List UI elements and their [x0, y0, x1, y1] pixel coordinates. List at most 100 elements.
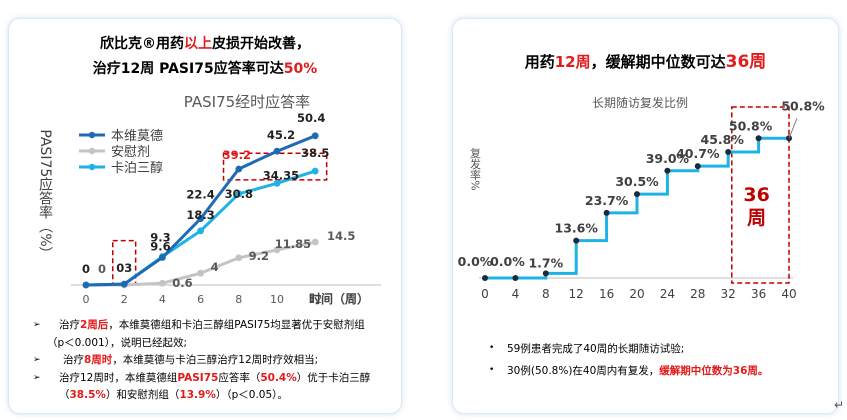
legend-label-1: 安慰剂 — [111, 145, 150, 160]
data-point — [482, 275, 488, 281]
x-axis-label: 时间（周） — [309, 291, 369, 306]
right-title-part1: 用药 — [524, 53, 555, 71]
right-note-1: 59例患者完成了40周的长期随访试验; — [507, 341, 684, 356]
data-label: 11.85 — [275, 237, 311, 251]
highlight-text: 周 — [747, 207, 766, 229]
data-point — [311, 132, 319, 140]
legend-marker — [88, 163, 96, 171]
leader-line — [788, 118, 798, 139]
left-title-part3: 治疗12周 PASI75应答率可达 — [92, 61, 284, 77]
left-title-highlight2: 50% — [283, 61, 318, 77]
legend-label-0: 本维莫德 — [111, 129, 163, 144]
data-point — [664, 167, 671, 174]
note-highlight: 13.9% — [179, 389, 216, 401]
left-note-3-cont: （38.5%）和安慰剂组（13.9%）（p＜0.05）。 — [33, 387, 370, 405]
right-title-part2: ，缓解期中位数可达 — [590, 53, 726, 71]
legend-label-2: 卡泊三醇 — [111, 160, 163, 176]
left-title-part1: 欣比克®用药 — [100, 36, 184, 52]
note-highlight: 8周时 — [84, 354, 113, 366]
note-text: 应答率（ — [218, 371, 261, 384]
x-tick-label: 0 — [481, 287, 489, 301]
bullet-arrow-icon: ➢ — [33, 355, 41, 365]
data-label: 9.2 — [249, 249, 269, 263]
data-label: 40.7% — [676, 146, 720, 161]
data-label: 18.3 — [186, 208, 214, 222]
x-tick-label: 32 — [721, 287, 736, 301]
legend-marker — [88, 147, 96, 155]
note-text: 治疗 — [63, 354, 84, 366]
left-title-part2: 皮损开始改善， — [212, 36, 310, 52]
data-point — [311, 167, 319, 175]
note-highlight: 50.4% — [260, 371, 297, 384]
right-title: 用药12周，缓解期中位数可达36周 — [453, 47, 838, 72]
legend-marker — [88, 131, 96, 139]
chart-title: 长期随访复发比例 — [592, 95, 688, 110]
data-label: 38.5 — [301, 146, 329, 160]
data-point — [725, 149, 732, 156]
data-point — [512, 275, 519, 281]
x-tick-label: 12 — [308, 293, 322, 306]
bullet-arrow-icon: ➢ — [33, 372, 41, 383]
data-point — [603, 209, 610, 216]
left-note-1-cont: （p＜0.001），说明已经起效; — [33, 335, 370, 353]
note-text: ）优于卡泊三醇 — [296, 371, 371, 384]
left-note-1: ➢ 治疗2周后，本维莫德组和卡泊三醇组PASI75均显著优于安慰剂组 — [33, 317, 370, 335]
right-panel: 用药12周，缓解期中位数可达36周 长期随访复发比例 复发率% 0 4 8 12 16 20 2… — [452, 18, 839, 414]
chart-title: PASI75经时应答率 — [184, 93, 310, 111]
data-point — [235, 165, 243, 173]
data-point — [542, 270, 549, 277]
data-point — [235, 254, 243, 262]
right-title-highlight1: 12周 — [554, 53, 591, 71]
data-label: 0.0% — [458, 254, 493, 269]
x-tick-label: 12 — [569, 287, 584, 301]
note-text: （p＜0.001），说明已经起效; — [47, 336, 188, 349]
data-point — [159, 279, 166, 287]
data-label: 03 — [116, 261, 132, 275]
data-label: 23.7% — [585, 193, 629, 208]
left-notes: ➢ 治疗2周后，本维莫德组和卡泊三醇组PASI75均显著优于安慰剂组 （p＜0.0… — [33, 317, 370, 405]
data-point — [273, 179, 281, 187]
data-point — [197, 227, 205, 235]
data-label: 50.8% — [729, 118, 773, 133]
x-tick-label: 24 — [660, 287, 675, 301]
x-tick-label: 8 — [542, 287, 550, 301]
corner-arrow-icon: ↵ — [834, 398, 845, 412]
highlight-box — [731, 106, 790, 284]
x-tick-label: 4 — [512, 287, 520, 301]
bullet-dot-icon: • — [489, 365, 495, 375]
right-note-2: 30例(50.8%)在40周内有复发，缓解期中位数为36周。 — [507, 363, 768, 378]
x-tick-label: 28 — [690, 287, 705, 301]
data-label: 13.6% — [555, 221, 599, 236]
left-title-line1: 欣比克®用药以上皮损开始改善， — [9, 33, 401, 53]
data-label: 50.8% — [781, 98, 825, 113]
note-text: 59例患者完成了40周的长期随访试验; — [507, 343, 685, 355]
data-point — [273, 147, 281, 155]
y-axis-label: PASI75应答率（%） — [37, 129, 53, 260]
data-label: 50.4 — [297, 111, 325, 125]
data-label: 39.2 — [223, 148, 251, 162]
note-highlight: PASI75 — [177, 371, 219, 384]
data-label: 45.2 — [267, 128, 295, 142]
data-point — [197, 215, 205, 223]
bullet-arrow-icon: ➢ — [33, 320, 41, 330]
data-label: 0 — [98, 262, 106, 276]
data-label: 45.8% — [701, 132, 745, 147]
x-tick-label: 4 — [159, 293, 166, 306]
x-tick-label: 8 — [235, 293, 242, 306]
data-label: 22.4 — [186, 188, 214, 202]
note-text: （ — [59, 389, 70, 401]
data-label: 0.0% — [490, 254, 525, 269]
data-point — [82, 281, 90, 289]
left-panel: 欣比克®用药以上皮损开始改善， 治疗12周 PASI75应答率可达50% PAS… — [8, 18, 402, 414]
x-tick-label: 2 — [121, 293, 128, 306]
x-tick-label: 40 — [781, 287, 796, 301]
data-point — [197, 269, 205, 277]
note-highlight: 38.5% — [69, 389, 106, 401]
bullet-dot-icon: • — [489, 343, 495, 353]
data-label: 0 — [82, 262, 90, 276]
note-text: 治疗 — [59, 319, 80, 331]
data-label: 4 — [211, 260, 219, 274]
note-text: ，本维莫德与卡泊三醇治疗12周时疗效相当; — [112, 354, 319, 366]
